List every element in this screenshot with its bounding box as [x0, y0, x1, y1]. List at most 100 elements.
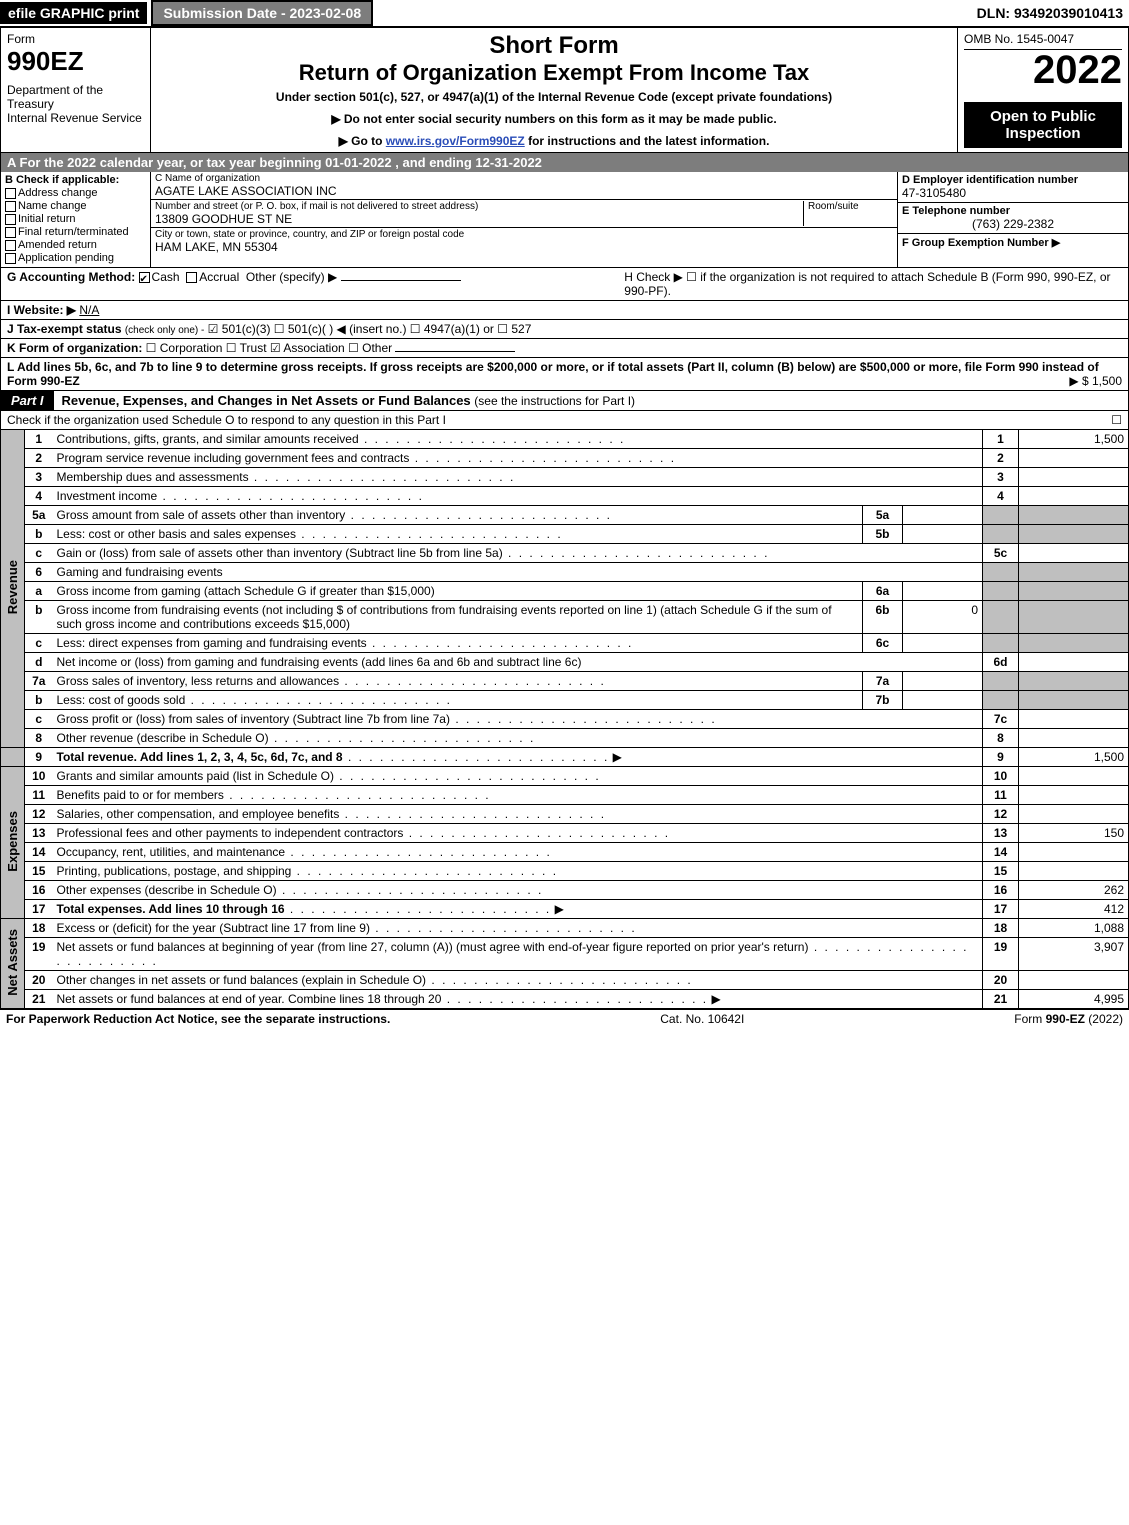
line-6b-mid: 6b [863, 601, 903, 634]
line-18-val: 1,088 [1019, 919, 1129, 938]
line-7b-num: b [25, 691, 53, 710]
c-city-label: City or town, state or province, country… [155, 229, 893, 240]
sidebar-netassets-text: Net Assets [5, 929, 20, 996]
chk-final-return-label: Final return/terminated [18, 226, 129, 238]
c-room-label: Room/suite [808, 201, 893, 212]
line-13-desc: Professional fees and other payments to … [53, 824, 983, 843]
chk-initial-return-label: Initial return [18, 213, 75, 225]
line-3-num: 3 [25, 468, 53, 487]
line-5b-midval [903, 525, 983, 544]
part-i-title: Revenue, Expenses, and Changes in Net As… [54, 391, 644, 410]
line-7a-mid: 7a [863, 672, 903, 691]
line-12-val [1019, 805, 1129, 824]
chk-name-change[interactable]: Name change [5, 200, 146, 212]
chk-final-return[interactable]: Final return/terminated [5, 226, 146, 238]
line-15-val [1019, 862, 1129, 881]
g-other-line [341, 280, 461, 281]
footer-left: For Paperwork Reduction Act Notice, see … [6, 1012, 390, 1026]
line-7a-desc: Gross sales of inventory, less returns a… [53, 672, 863, 691]
line-21-rn: 21 [983, 990, 1019, 1009]
line-6-val [1019, 563, 1129, 582]
line-6a-num: a [25, 582, 53, 601]
line-6-desc: Gaming and fundraising events [53, 563, 983, 582]
footer-right-pre: Form [1014, 1012, 1045, 1026]
section-a: A For the 2022 calendar year, or tax yea… [0, 153, 1129, 172]
line-6a-mid: 6a [863, 582, 903, 601]
column-d: D Employer identification number 47-3105… [898, 172, 1128, 267]
line-17-rn: 17 [983, 900, 1019, 919]
line-17-num: 17 [25, 900, 53, 919]
c-street-label: Number and street (or P. O. box, if mail… [155, 201, 803, 212]
dln: DLN: 93492039010413 [977, 5, 1129, 21]
line-21-val: 4,995 [1019, 990, 1129, 1009]
line-1-desc: Contributions, gifts, grants, and simila… [53, 430, 983, 449]
line-12-num: 12 [25, 805, 53, 824]
row-i: I Website: ▶ N/A [0, 301, 1129, 320]
page-footer: For Paperwork Reduction Act Notice, see … [0, 1009, 1129, 1028]
line-8-desc: Other revenue (describe in Schedule O) [53, 729, 983, 748]
line-7a-midval [903, 672, 983, 691]
line-6a-desc: Gross income from gaming (attach Schedul… [53, 582, 863, 601]
line-11-val [1019, 786, 1129, 805]
line-6a-val [1019, 582, 1129, 601]
line-3-rn: 3 [983, 468, 1019, 487]
chk-address-change[interactable]: Address change [5, 187, 146, 199]
line-10-num: 10 [25, 767, 53, 786]
line-14-rn: 14 [983, 843, 1019, 862]
chk-initial-return[interactable]: Initial return [5, 213, 146, 225]
line-8-rn: 8 [983, 729, 1019, 748]
ein-value: 47-3105480 [902, 186, 1124, 200]
line-5b-val [1019, 525, 1129, 544]
line-9-desc: Total revenue. Add lines 1, 2, 3, 4, 5c,… [53, 748, 983, 767]
line-18-num: 18 [25, 919, 53, 938]
line-7c-num: c [25, 710, 53, 729]
line-17-val: 412 [1019, 900, 1129, 919]
note-goto-pre: ▶ Go to [339, 134, 386, 148]
chk-application-pending[interactable]: Application pending [5, 252, 146, 264]
part-i-check-box[interactable]: ☐ [1111, 413, 1122, 427]
line-5b-num: b [25, 525, 53, 544]
chk-accrual[interactable] [186, 272, 197, 283]
j-sub: (check only one) - [125, 325, 204, 336]
column-c: C Name of organization AGATE LAKE ASSOCI… [151, 172, 898, 267]
footer-catno: Cat. No. 10642I [660, 1012, 744, 1026]
line-5b-mid: 5b [863, 525, 903, 544]
form-label: Form [7, 32, 144, 46]
chk-amended-return-label: Amended return [18, 239, 97, 251]
line-12-rn: 12 [983, 805, 1019, 824]
line-1-num: 1 [25, 430, 53, 449]
line-16-num: 16 [25, 881, 53, 900]
line-14-val [1019, 843, 1129, 862]
line-6c-mid: 6c [863, 634, 903, 653]
line-7a-rn [983, 672, 1019, 691]
submission-date: Submission Date - 2023-02-08 [151, 0, 373, 26]
line-4-desc: Investment income [53, 487, 983, 506]
g-accrual: Accrual [199, 270, 239, 284]
form-number: 990EZ [7, 46, 144, 77]
line-13-val: 150 [1019, 824, 1129, 843]
b-label: B Check if applicable: [5, 174, 146, 186]
line-1-rn: 1 [983, 430, 1019, 449]
header-left: Form 990EZ Department of the Treasury In… [1, 28, 151, 152]
expenses-table: Expenses 10 Grants and similar amounts p… [0, 767, 1129, 919]
website-value: N/A [79, 303, 99, 317]
line-8-num: 8 [25, 729, 53, 748]
sidebar-expenses-text: Expenses [5, 811, 20, 872]
line-6c-midval [903, 634, 983, 653]
line-19-val: 3,907 [1019, 938, 1129, 971]
footer-right-form: 990-EZ [1046, 1012, 1085, 1026]
line-18-desc: Excess or (deficit) for the year (Subtra… [53, 919, 983, 938]
tel-value: (763) 229-2382 [902, 217, 1124, 231]
line-6a-midval [903, 582, 983, 601]
chk-amended-return[interactable]: Amended return [5, 239, 146, 251]
line-5c-val [1019, 544, 1129, 563]
l-text: L Add lines 5b, 6c, and 7b to line 9 to … [7, 360, 1099, 388]
chk-cash[interactable] [139, 272, 150, 283]
section-bcd: B Check if applicable: Address change Na… [0, 172, 1129, 268]
efile-label: efile GRAPHIC print [0, 2, 147, 24]
line-4-num: 4 [25, 487, 53, 506]
header-right: OMB No. 1545-0047 2022 Open to Public In… [958, 28, 1128, 152]
c-name-label: C Name of organization [155, 173, 893, 184]
line-14-num: 14 [25, 843, 53, 862]
irs-link[interactable]: www.irs.gov/Form990EZ [386, 134, 525, 148]
